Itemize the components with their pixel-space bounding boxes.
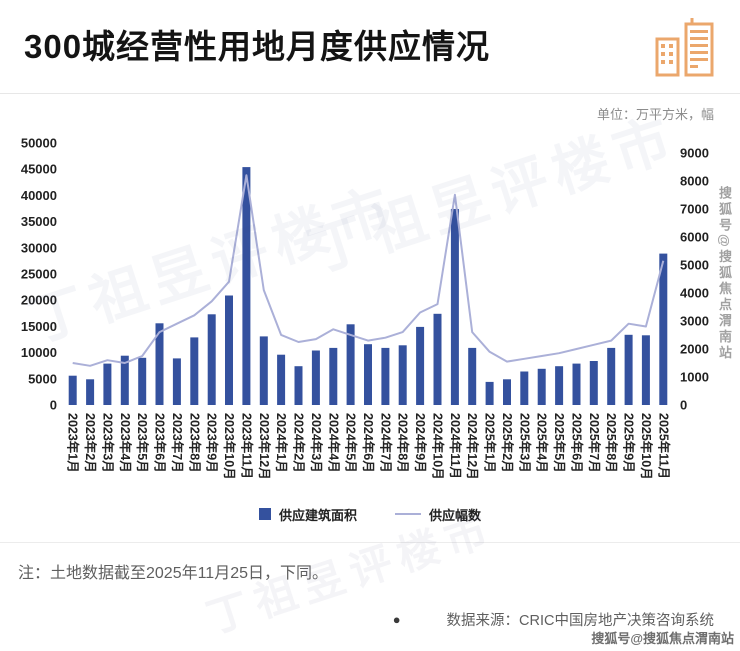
svg-text:2023年9月: 2023年9月 xyxy=(205,413,220,473)
svg-text:2024年4月: 2024年4月 xyxy=(326,413,341,473)
svg-text:6000: 6000 xyxy=(680,229,709,244)
svg-text:2025年4月: 2025年4月 xyxy=(535,413,550,473)
svg-text:2023年7月: 2023年7月 xyxy=(170,413,185,473)
svg-text:0: 0 xyxy=(680,398,687,413)
svg-text:1000: 1000 xyxy=(680,370,709,385)
svg-text:2025年3月: 2025年3月 xyxy=(517,413,532,473)
header-divider xyxy=(0,93,740,94)
x-axis-labels: 2023年1月 2023年2月 2023年3月 2023年4月 2023年5月 2023年… xyxy=(66,413,672,480)
svg-text:2025年10月: 2025年10月 xyxy=(639,413,654,480)
svg-text:4000: 4000 xyxy=(680,285,709,300)
legend-item-line: 供应幅数 xyxy=(395,505,481,524)
svg-text:2000: 2000 xyxy=(680,342,709,357)
svg-text:2025年9月: 2025年9月 xyxy=(622,413,637,473)
svg-text:40000: 40000 xyxy=(21,188,57,203)
note-text: 注：土地数据截至2025年11月25日，下同。 xyxy=(18,565,329,582)
buildings-icon xyxy=(650,16,720,85)
legend-label-bar: 供应建筑面积 xyxy=(278,507,357,523)
svg-text:2024年8月: 2024年8月 xyxy=(396,413,411,473)
svg-text:2023年11月: 2023年11月 xyxy=(239,413,254,479)
svg-text:30000: 30000 xyxy=(21,240,57,255)
svg-text:2023年3月: 2023年3月 xyxy=(100,413,115,473)
svg-text:2023年2月: 2023年2月 xyxy=(83,413,98,473)
source-text: 数据来源：CRIC中国房地产决策咨询系统 xyxy=(446,613,714,629)
source-bullet-icon: ● xyxy=(392,612,401,627)
watermark-sohu-corner: 搜狐号@搜狐焦点渭南站 xyxy=(591,631,734,646)
svg-text:2024年3月: 2024年3月 xyxy=(309,413,324,473)
svg-text:2023年5月: 2023年5月 xyxy=(135,413,150,473)
svg-text:0: 0 xyxy=(50,398,57,413)
bars-group xyxy=(68,167,668,405)
svg-text:9000: 9000 xyxy=(680,145,709,160)
svg-text:2025年1月: 2025年1月 xyxy=(483,413,498,473)
note-divider xyxy=(0,542,740,543)
svg-text:2024年1月: 2024年1月 xyxy=(274,413,289,473)
svg-text:2023年4月: 2023年4月 xyxy=(118,413,133,473)
svg-text:2024年9月: 2024年9月 xyxy=(413,413,428,473)
svg-text:2025年6月: 2025年6月 xyxy=(570,413,585,473)
svg-text:2023年10月: 2023年10月 xyxy=(222,413,237,480)
svg-text:20000: 20000 xyxy=(21,293,57,308)
legend-item-bar: 供应建筑面积 xyxy=(258,505,357,524)
svg-text:5000: 5000 xyxy=(28,371,57,386)
svg-text:45000: 45000 xyxy=(21,162,57,177)
svg-text:8000: 8000 xyxy=(680,173,709,188)
svg-text:2025年11月: 2025年11月 xyxy=(656,413,671,479)
chart-area: 0 5000 10000 15000 20000 25000 30000 35000 40000… xyxy=(0,125,740,498)
svg-text:2025年7月: 2025年7月 xyxy=(587,413,602,473)
svg-text:3000: 3000 xyxy=(680,313,709,328)
svg-text:5000: 5000 xyxy=(680,257,709,272)
line-series xyxy=(72,174,665,367)
svg-text:2023年6月: 2023年6月 xyxy=(153,413,168,473)
svg-text:2023年8月: 2023年8月 xyxy=(187,413,202,473)
svg-text:2024年6月: 2024年6月 xyxy=(361,413,376,473)
bar-swatch-icon xyxy=(258,508,271,520)
svg-text:15000: 15000 xyxy=(21,319,57,334)
svg-text:2024年10月: 2024年10月 xyxy=(431,413,446,480)
svg-text:2023年1月: 2023年1月 xyxy=(66,413,81,473)
svg-text:2024年11月: 2024年11月 xyxy=(448,413,463,479)
svg-text:25000: 25000 xyxy=(21,267,57,282)
svg-text:35000: 35000 xyxy=(21,214,57,229)
svg-text:2024年7月: 2024年7月 xyxy=(378,413,393,473)
svg-text:2025年5月: 2025年5月 xyxy=(552,413,567,473)
svg-text:2025年8月: 2025年8月 xyxy=(604,413,619,473)
svg-text:10000: 10000 xyxy=(21,345,57,360)
svg-text:2024年5月: 2024年5月 xyxy=(344,413,359,473)
source-row: ● 数据来源：CRIC中国房地产决策咨询系统 xyxy=(0,583,740,630)
supply-combo-chart: 0500010000150002000025000300003500040000… xyxy=(21,136,709,480)
line-swatch-icon xyxy=(395,513,421,515)
chart-legend: 供应建筑面积 供应幅数 xyxy=(0,502,740,526)
svg-text:2023年12月: 2023年12月 xyxy=(257,413,272,480)
svg-text:50000: 50000 xyxy=(21,136,57,151)
header: 300城经营性用地月度供应情况 xyxy=(0,0,740,93)
unit-label: 单位：万平方米，幅 xyxy=(596,107,714,122)
page-title: 300城经营性用地月度供应情况 xyxy=(24,28,491,65)
svg-text:2024年2月: 2024年2月 xyxy=(292,413,307,473)
svg-text:2025年2月: 2025年2月 xyxy=(500,413,515,473)
svg-text:2024年12月: 2024年12月 xyxy=(465,413,480,480)
svg-text:7000: 7000 xyxy=(680,201,709,216)
legend-label-line: 供应幅数 xyxy=(429,507,482,523)
